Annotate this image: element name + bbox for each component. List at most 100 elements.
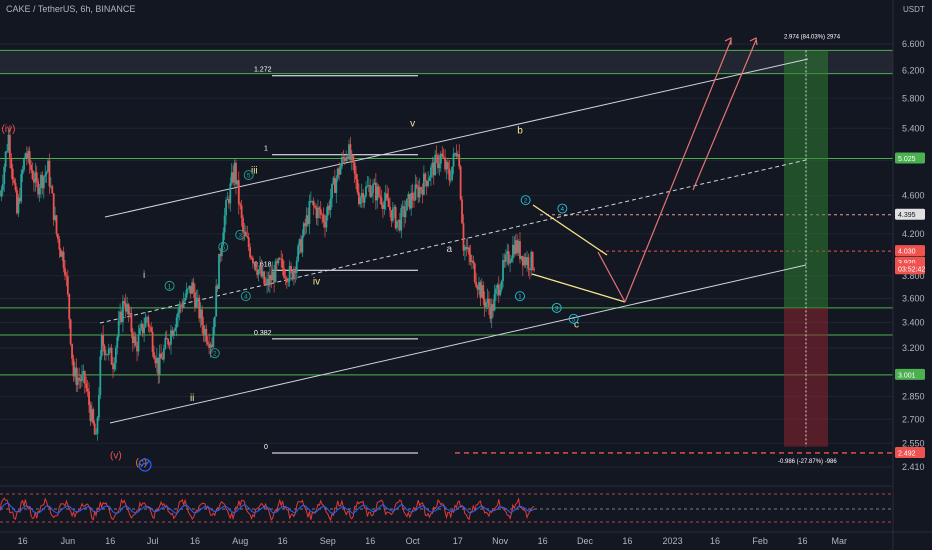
- candle-body: [285, 278, 288, 283]
- candle-body: [184, 297, 186, 301]
- candle-body: [380, 197, 383, 206]
- candle-body: [78, 377, 81, 380]
- candle-body: [252, 258, 254, 264]
- price-tag-label: 5.025: [898, 156, 916, 163]
- candle-body: [266, 278, 268, 285]
- candle-body: [284, 277, 287, 279]
- candle-body: [62, 251, 65, 268]
- price-tag: [895, 208, 925, 220]
- candle-body: [141, 323, 144, 334]
- wave-label: v: [410, 119, 415, 130]
- y-tick-label: 5.400: [902, 123, 925, 133]
- y-tick-label: 3.800: [902, 271, 925, 281]
- candle-body: [270, 274, 273, 281]
- candle-body: [41, 174, 44, 189]
- y-tick-label: 3.200: [902, 343, 925, 353]
- candle-body: [468, 247, 471, 255]
- candle-body: [524, 257, 527, 265]
- candle-body: [192, 282, 195, 293]
- candle-body: [465, 247, 468, 249]
- x-axis[interactable]: 16 Jun 16 Jul 16 Aug 16 Sep 16 Oct 17 Nov 16 Dec 16 202…: [0, 531, 932, 546]
- candle-body: [165, 337, 168, 340]
- candle-body: [7, 134, 10, 152]
- wave-count-label: 2: [524, 198, 528, 205]
- candle-body: [254, 262, 257, 270]
- y-tick-label: 2.700: [902, 414, 925, 424]
- candle-body: [88, 391, 90, 406]
- y-axis[interactable]: 6.6006.2005.8005.4005.0004.6004.2003.800…: [892, 0, 932, 550]
- candle-body: [353, 162, 356, 174]
- candle-body: [226, 199, 229, 201]
- candle-body: [328, 205, 331, 211]
- candle-body: [492, 304, 495, 311]
- symbol-title: CAKE / TetherUS, 6h, BINANCE: [6, 4, 135, 14]
- candle-body: [391, 208, 394, 221]
- candle-body: [18, 197, 21, 202]
- candle-body: [240, 205, 243, 219]
- stop-label: -0.986 (-27.87%) -986: [778, 459, 837, 465]
- candle-body: [489, 306, 492, 319]
- candle-body: [228, 199, 230, 204]
- y-tick-label: 4.600: [902, 191, 925, 201]
- candle-body: [359, 197, 362, 205]
- candle-body: [438, 163, 441, 169]
- wave-count-label: 4: [561, 206, 565, 213]
- candle-body: [153, 352, 155, 359]
- candle-body: [35, 172, 38, 182]
- candle-body: [528, 268, 531, 270]
- candle-body: [414, 184, 417, 201]
- currency-label: USDT: [903, 5, 925, 14]
- candle-body: [237, 180, 240, 205]
- candle-body: [274, 261, 277, 283]
- candle-body: [319, 209, 322, 215]
- candle-body: [198, 297, 201, 319]
- x-tick-label: 16: [18, 536, 28, 546]
- candle-body: [352, 155, 355, 163]
- candle-body: [188, 285, 191, 289]
- price-tag: [895, 368, 925, 380]
- candle-body: [424, 173, 427, 181]
- candle-body: [256, 269, 259, 275]
- wave-count-circle: [164, 280, 175, 291]
- candle-body: [403, 206, 406, 218]
- candle-body: [420, 187, 422, 190]
- candle-body: [482, 285, 485, 299]
- candle-body: [349, 144, 352, 161]
- candle-body: [195, 297, 198, 308]
- wave-label: (iv): [2, 124, 16, 135]
- candle-body: [301, 235, 304, 253]
- candle-body: [396, 221, 398, 229]
- candle-body: [314, 205, 316, 208]
- candle-body: [27, 151, 30, 159]
- candle-body: [201, 309, 203, 326]
- candle-body: [462, 223, 465, 251]
- wave-count-label: 1: [168, 283, 172, 290]
- candle-body: [37, 181, 40, 195]
- candle-body: [110, 347, 113, 365]
- candle-body: [218, 253, 220, 289]
- candle-body: [96, 417, 99, 434]
- candle-body: [523, 257, 526, 266]
- candle-body: [232, 172, 235, 183]
- candle-body: [64, 267, 66, 276]
- x-tick-label: 16: [190, 536, 200, 546]
- candle-body: [260, 265, 263, 277]
- candle-body: [369, 184, 372, 197]
- wave-count-circle: [520, 195, 531, 206]
- candle-body: [89, 405, 92, 422]
- candle-body: [383, 200, 386, 210]
- price-tag: [895, 263, 925, 275]
- candle-body: [273, 271, 276, 283]
- candle-body: [394, 207, 397, 229]
- candle-body: [455, 153, 458, 157]
- candle-body: [58, 239, 61, 250]
- candle-body: [164, 337, 167, 349]
- candle-body: [243, 231, 246, 233]
- y-tick-label: 2.410: [902, 462, 925, 472]
- candle-body: [65, 275, 68, 277]
- price-tag: [895, 152, 925, 164]
- y-tick-label: 3.400: [902, 318, 925, 328]
- candle-body: [61, 251, 64, 257]
- candle-body: [182, 300, 185, 308]
